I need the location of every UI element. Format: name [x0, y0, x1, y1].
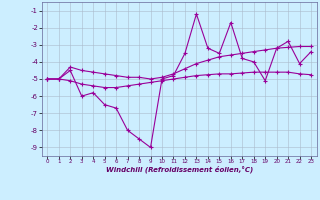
X-axis label: Windchill (Refroidissement éolien,°C): Windchill (Refroidissement éolien,°C): [106, 166, 253, 173]
